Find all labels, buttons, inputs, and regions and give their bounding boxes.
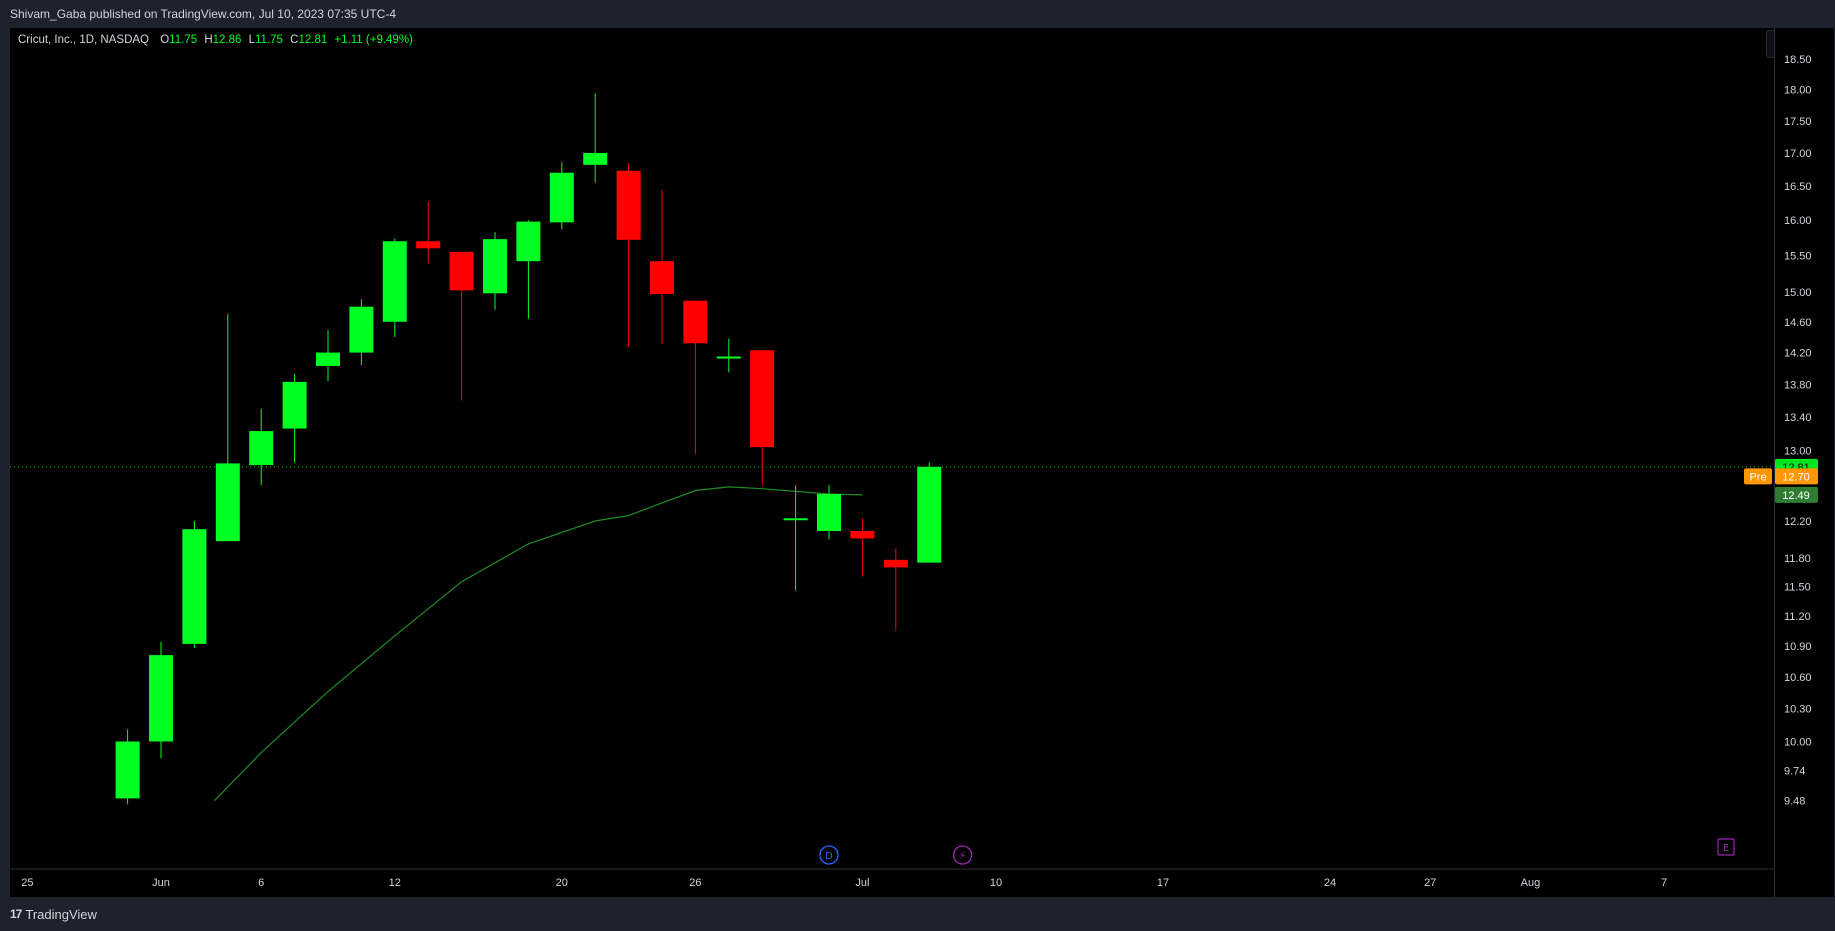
tradingview-logo-icon: 17 xyxy=(10,907,22,921)
plot-background xyxy=(10,28,1774,897)
price-badge-1 xyxy=(1775,468,1818,485)
price-tick-18: 16.50 xyxy=(1784,181,1812,193)
low-label: L xyxy=(248,34,256,46)
price-tick-8: 11.80 xyxy=(1784,553,1811,565)
candle-body-5[interactable] xyxy=(282,381,307,429)
time-tick-1: Jun xyxy=(152,877,170,889)
price-tick-21: 18.00 xyxy=(1784,85,1812,97)
candle-body-19[interactable] xyxy=(750,350,775,448)
publish-header: Shivam_Gaba published on TradingView.com… xyxy=(0,0,1835,28)
candle-body-15[interactable] xyxy=(616,170,641,240)
candle-body-12[interactable] xyxy=(516,221,541,262)
price-badge-value-1: 12.70 xyxy=(1782,471,1810,483)
candle-body-21[interactable] xyxy=(817,494,841,532)
moving-average-line xyxy=(213,486,863,802)
close-value: 12.81 xyxy=(298,34,328,46)
price-tick-14: 14.60 xyxy=(1784,317,1812,329)
price-tick-22: 18.50 xyxy=(1784,54,1812,66)
time-tick-9: 24 xyxy=(1324,877,1336,889)
time-tick-8: 17 xyxy=(1157,877,1169,889)
price-tick-9: 12.20 xyxy=(1784,516,1812,528)
candle-body-24[interactable] xyxy=(917,466,942,563)
candle-body-23[interactable] xyxy=(883,559,908,568)
close-label: C xyxy=(290,34,299,46)
time-tick-5: 26 xyxy=(689,877,701,889)
candle-body-20[interactable] xyxy=(783,518,808,521)
footer-branding: 17 TradingView xyxy=(10,897,97,931)
ohlc-legend: Cricut, Inc., 1D, NASDAQ O11.75 H12.86 L… xyxy=(18,34,413,46)
split-icon-glyph: ⚡ xyxy=(959,851,966,862)
price-tick-20: 17.50 xyxy=(1784,116,1812,128)
price-tick-4: 10.60 xyxy=(1784,672,1812,684)
price-tick-12: 13.80 xyxy=(1784,379,1812,391)
open-label: O xyxy=(160,34,170,46)
price-tick-3: 10.30 xyxy=(1784,704,1812,716)
high-label: H xyxy=(204,34,213,46)
price-tick-16: 15.50 xyxy=(1784,250,1812,262)
price-tick-0: 9.48 xyxy=(1784,796,1805,808)
price-badge-label-bg-1 xyxy=(1744,468,1772,485)
time-tick-7: 10 xyxy=(990,877,1002,889)
price-axis[interactable]: 9.48 9.74 10.00 10.30 10.60 10.90 11.20 11.50 11… xyxy=(1774,28,1834,897)
candle-body-3[interactable] xyxy=(215,463,240,542)
candle-body-0[interactable] xyxy=(115,741,140,799)
price-tick-10: 13.00 xyxy=(1784,446,1812,458)
candle-body-9[interactable] xyxy=(416,241,441,249)
split-icon[interactable]: ⚡ xyxy=(952,845,973,865)
candle-body-7[interactable] xyxy=(349,306,374,353)
time-tick-6: Jul xyxy=(855,877,869,889)
candle-body-16[interactable] xyxy=(650,261,674,295)
price-tick-17: 16.00 xyxy=(1784,215,1812,227)
low-value: 11.75 xyxy=(255,34,283,46)
candle-body-17[interactable] xyxy=(683,300,708,344)
price-badge-label-1: Pre xyxy=(1749,471,1766,483)
symbol-label: Cricut, Inc., 1D, NASDAQ xyxy=(18,34,150,46)
candle-body-8[interactable] xyxy=(382,241,407,322)
price-tick-13: 14.20 xyxy=(1784,348,1812,360)
publish-line: Shivam_Gaba published on TradingView.com… xyxy=(10,7,397,21)
earnings-icon-glyph: E xyxy=(1723,843,1729,854)
candle-body-1[interactable] xyxy=(149,655,173,742)
price-tick-15: 15.00 xyxy=(1784,287,1812,299)
price-tick-1: 9.74 xyxy=(1784,766,1805,778)
candle-body-14[interactable] xyxy=(583,153,608,165)
open-value: 11.75 xyxy=(169,34,198,46)
time-tick-2: 6 xyxy=(258,877,264,889)
time-tick-12: 7 xyxy=(1661,877,1667,889)
candle-body-13[interactable] xyxy=(549,172,574,223)
candle-body-11[interactable] xyxy=(483,239,507,294)
time-tick-11: Aug xyxy=(1521,877,1541,889)
time-tick-10: 27 xyxy=(1424,877,1436,889)
candle-body-22[interactable] xyxy=(850,531,875,539)
candle-body-10[interactable] xyxy=(449,251,474,291)
dividend-icon-glyph: D xyxy=(825,851,833,862)
price-tick-11: 13.40 xyxy=(1784,412,1812,424)
chart-pane[interactable]: 25 Jun 6 12 20 26 Jul 10 17 24 27 Aug 7 D ⚡ E Pre Cricut… xyxy=(10,28,1774,897)
high-value: 12.86 xyxy=(212,34,242,46)
price-badge-2 xyxy=(1775,486,1818,503)
time-tick-0: 25 xyxy=(21,877,33,889)
candle-body-6[interactable] xyxy=(316,352,340,366)
change-value: +1.11 (+9.49%) xyxy=(334,34,413,46)
price-tick-7: 11.50 xyxy=(1784,581,1811,593)
price-chart[interactable]: 25 Jun 6 12 20 26 Jul 10 17 24 27 Aug 7 D ⚡ E Pre xyxy=(10,28,1774,897)
candle-body-18[interactable] xyxy=(716,356,741,359)
time-tick-4: 20 xyxy=(556,877,568,889)
dividend-icon[interactable]: D xyxy=(819,845,839,865)
earnings-icon[interactable]: E xyxy=(1717,838,1735,856)
price-tick-2: 10.00 xyxy=(1784,737,1812,749)
price-badge-value-2: 12.49 xyxy=(1782,490,1810,502)
price-tick-6: 11.20 xyxy=(1784,611,1811,623)
candle-body-4[interactable] xyxy=(249,431,274,466)
time-tick-3: 12 xyxy=(389,877,401,889)
price-tick-19: 17.00 xyxy=(1784,148,1812,160)
candle-body-2[interactable] xyxy=(182,529,207,644)
price-tick-5: 10.90 xyxy=(1784,641,1812,653)
brand-name: TradingView xyxy=(25,906,97,922)
